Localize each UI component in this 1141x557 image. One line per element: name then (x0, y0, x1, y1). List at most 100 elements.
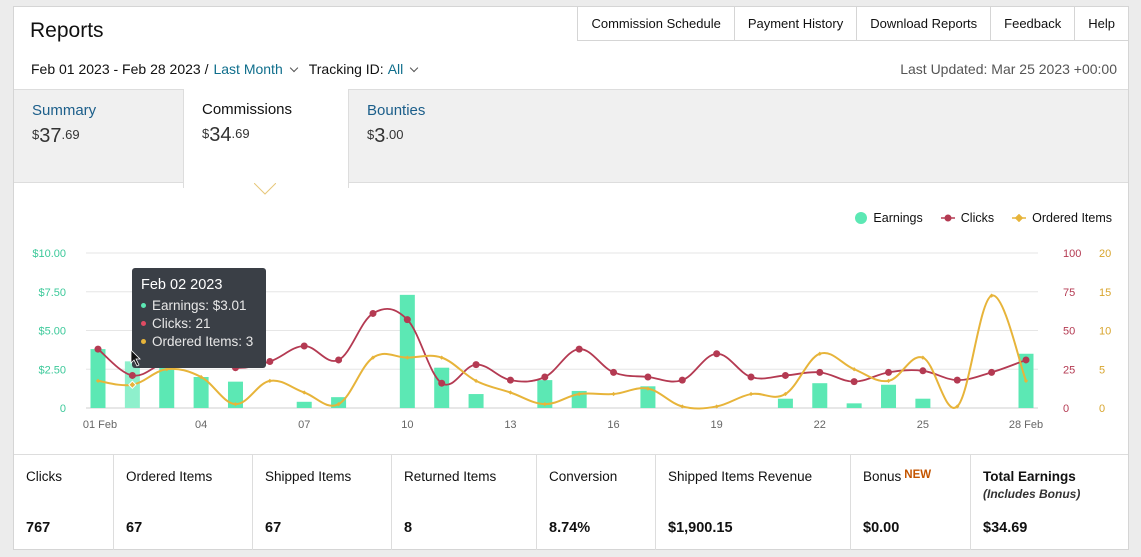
ordered-items-marker-icon (1012, 214, 1027, 222)
help-link[interactable]: Help (1088, 16, 1115, 31)
earnings-chart: Earnings Clicks Ordered Items $10.00 100 2… (14, 197, 1128, 452)
y-tick-label-items: 5 (1099, 364, 1105, 376)
y-tick-label-clicks: 75 (1063, 287, 1075, 299)
chevron-down-icon[interactable] (410, 63, 419, 72)
report-tabs: Summary $37.69 Commissions $34.69 Bounti… (14, 89, 1128, 188)
y-tick-label-left: $5.00 (38, 326, 66, 338)
ordered-items-point (783, 391, 788, 397)
clicks-point (369, 309, 377, 317)
ordered-items-point (128, 380, 137, 389)
tab-commissions[interactable]: Commissions $34.69 (183, 89, 349, 188)
x-tick-label: 22 (814, 419, 826, 431)
clicks-point (506, 376, 514, 384)
clicks-point (575, 345, 583, 353)
payment-history-link[interactable]: Payment History (735, 7, 858, 40)
chevron-down-icon[interactable] (289, 63, 298, 72)
x-tick-label: 25 (917, 419, 929, 431)
download-reports-link[interactable]: Download Reports (857, 7, 992, 40)
clicks-point (266, 358, 274, 365)
period-dropdown[interactable]: Last Month (213, 61, 283, 77)
clicks-point (610, 368, 618, 376)
tab-label: Bounties (367, 102, 426, 119)
clicks-point (678, 376, 686, 384)
clicks-point (403, 316, 411, 324)
ordered-items-point (748, 391, 754, 397)
stat-ordered-items: Ordered Items 67 (114, 455, 253, 550)
filter-bar: Feb 01 2023 - Feb 28 2023 / Last Month T… (31, 61, 429, 77)
y-tick-label-clicks: 25 (1063, 364, 1075, 376)
legend-ordered-items[interactable]: Ordered Items (1012, 211, 1112, 225)
clicks-point (816, 368, 824, 376)
clicks-point (885, 368, 893, 376)
earnings-bar (434, 367, 450, 408)
x-tick-label: 28 Feb (1009, 419, 1043, 431)
clicks-marker-icon (940, 214, 955, 222)
tab-value: $34.69 (202, 124, 250, 146)
mouse-cursor-icon (130, 349, 141, 367)
y-tick-label-clicks: 50 (1063, 326, 1075, 338)
y-tick-label-clicks: 0 (1063, 403, 1069, 415)
active-tab-pointer-icon (254, 183, 276, 195)
x-tick-label: 19 (711, 419, 723, 431)
feedback-link[interactable]: Feedback (991, 7, 1076, 40)
ordered-items-point (714, 404, 719, 409)
x-tick-label: 16 (607, 419, 619, 431)
x-tick-label: 07 (298, 419, 310, 431)
clicks-point (747, 373, 755, 381)
y-tick-label-items: 10 (1099, 326, 1111, 338)
tab-summary[interactable]: Summary $37.69 (14, 90, 114, 184)
clicks-point (128, 371, 136, 379)
tracking-id-label: Tracking ID: (308, 61, 384, 77)
clicks-point (781, 371, 789, 379)
ordered-items-point (611, 391, 616, 397)
chart-legend: Earnings Clicks Ordered Items (855, 211, 1112, 225)
ordered-items-point (164, 367, 169, 372)
earnings-bar (881, 384, 897, 408)
legend-clicks[interactable]: Clicks (940, 211, 994, 225)
earnings-bar (812, 383, 828, 408)
tab-value: $3.00 (367, 125, 404, 147)
x-tick-label: 04 (195, 419, 207, 431)
earnings-bar (846, 403, 862, 408)
legend-earnings[interactable]: Earnings (855, 211, 923, 225)
clicks-point (988, 368, 996, 376)
clicks-point (1022, 356, 1030, 364)
stats-row: Clicks 767 Ordered Items 67 Shipped Item… (14, 454, 1128, 550)
clicks-point (541, 373, 549, 381)
stat-total-earnings: Total Earnings (Includes Bonus) $34.69 (983, 469, 1081, 536)
commission-schedule-link[interactable]: Commission Schedule (578, 7, 735, 40)
earnings-bar (227, 381, 243, 408)
ordered-items-point (198, 374, 204, 380)
tracking-id-dropdown[interactable]: All (387, 61, 404, 77)
y-tick-label-items: 20 (1099, 248, 1111, 260)
clicks-point (94, 345, 102, 353)
chart-canvas[interactable]: $10.00 100 20$7.50 75 15$5.00 50 10$2.50 25 50 0 0… (14, 197, 1128, 452)
tab-label: Summary (32, 102, 97, 119)
earnings-bar (193, 377, 209, 408)
ordered-items-point (955, 404, 960, 409)
x-tick-label: 13 (504, 419, 516, 431)
stat-clicks: Clicks 767 (14, 455, 114, 550)
earnings-bar (399, 294, 415, 408)
stat-bonus: Bonus NEW $0.00 (851, 455, 971, 550)
clicks-point (300, 342, 308, 350)
clicks-point (472, 361, 480, 369)
tab-value: $37.69 (32, 125, 80, 147)
tooltip-title: Feb 02 2023 (141, 277, 223, 293)
clicks-dot-icon (141, 321, 146, 326)
clicks-point (850, 378, 858, 386)
ordered-items-point (577, 391, 582, 397)
page-title: Reports (30, 19, 104, 42)
top-nav: Commission Schedule Payment History Down… (577, 7, 1128, 41)
y-tick-label-left: $2.50 (38, 364, 66, 376)
x-tick-label: 01 Feb (83, 419, 117, 431)
earnings-bar (296, 401, 312, 408)
ordered-items-point (886, 378, 891, 383)
date-range: Feb 01 2023 - Feb 28 2023 / (31, 61, 209, 77)
chart-tooltip: Feb 02 2023 Earnings: $3.01 Clicks: 21 O… (132, 268, 266, 368)
y-tick-label-items: 15 (1099, 287, 1111, 299)
clicks-point (919, 367, 927, 375)
clicks-point (953, 376, 961, 384)
earnings-bar (777, 398, 793, 408)
tab-bounties[interactable]: Bounties $3.00 (349, 90, 443, 184)
